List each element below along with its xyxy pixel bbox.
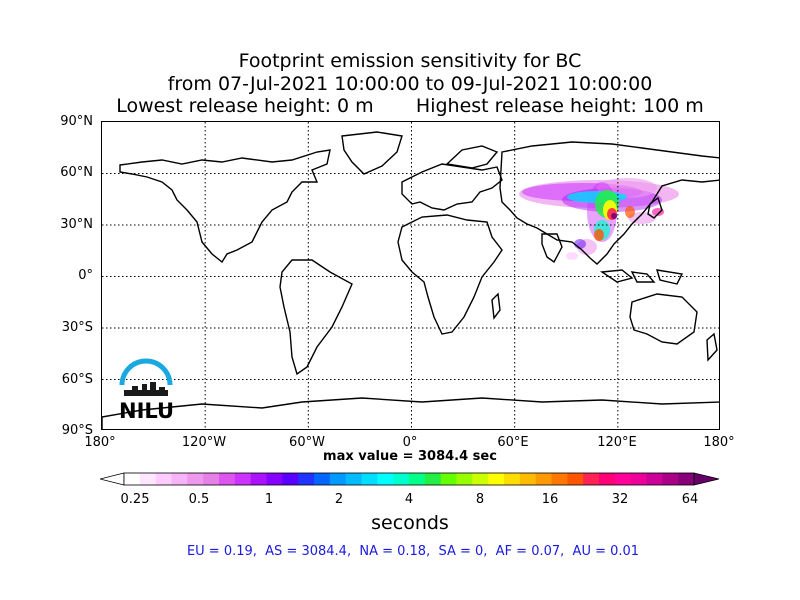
- coastlines: [102, 131, 719, 429]
- colorbar-cell: [567, 473, 584, 485]
- title-line-1: Footprint emission sensitivity for BC: [238, 50, 582, 72]
- colorbar-cell: [614, 473, 632, 485]
- nilu-logo-text: NILU: [119, 399, 175, 423]
- lon-label-60e: 60°E: [497, 435, 529, 450]
- lon-label-120w: 120°W: [181, 435, 227, 450]
- colorbar-cell: [393, 473, 410, 485]
- colorbar-cell: [139, 473, 157, 485]
- colorbar-cell: [124, 473, 141, 485]
- colorbar-tick: 16: [541, 492, 559, 507]
- colorbar-cell: [187, 473, 204, 485]
- colorbar-tick: 2: [334, 492, 344, 507]
- lon-label-60w: 60°W: [289, 435, 325, 450]
- lon-label-180e: 180°: [703, 435, 735, 450]
- colorbar-cell: [472, 473, 489, 485]
- colorbar-cell: [504, 473, 521, 485]
- colorbar-extend-low: [100, 472, 125, 486]
- colorbar-tick: 0.5: [188, 492, 210, 507]
- colorbar-tick: 64: [681, 492, 699, 507]
- lat-label-90s: 90°S: [61, 423, 93, 438]
- lat-label-90n: 90°N: [60, 114, 93, 129]
- colorbar-border: [123, 472, 695, 486]
- colorbar-cell: [155, 473, 172, 485]
- colorbar-cell: [234, 473, 252, 485]
- colorbar-cell: [535, 473, 552, 485]
- lat-label-60s: 60°S: [61, 372, 93, 387]
- colorbar-cell: [329, 473, 347, 485]
- colorbar-units: seconds: [371, 512, 449, 534]
- title-line-3: Lowest release height: 0 m Highest relea…: [116, 95, 704, 117]
- emission-plume: [519, 178, 679, 260]
- lon-label-120e: 120°E: [597, 435, 637, 450]
- colorbar-cell: [250, 473, 267, 485]
- colorbar-tick: 8: [475, 492, 485, 507]
- lat-label-30s: 30°S: [61, 320, 93, 335]
- colorbar-cell: [314, 473, 331, 485]
- colorbar-cell: [424, 473, 442, 485]
- colorbar-cell: [583, 473, 600, 485]
- colorbar-cell: [219, 473, 236, 485]
- colorbar-cell: [409, 473, 426, 485]
- colorbar-tick: 32: [611, 492, 629, 507]
- colorbar-extend-high: [693, 472, 720, 486]
- colorbar-tick: 1: [264, 492, 274, 507]
- colorbar-cell: [599, 473, 616, 485]
- lon-label-180w: 180°: [84, 435, 116, 450]
- colorbar-cell: [662, 473, 679, 485]
- lon-label-0: 0°: [402, 435, 418, 450]
- colorbar-cell: [519, 473, 537, 485]
- colorbar-cell: [361, 473, 378, 485]
- colorbar-cell: [646, 473, 663, 485]
- colorbar-cell: [298, 473, 315, 485]
- graticule: [102, 122, 719, 429]
- colorbar: [100, 472, 720, 486]
- colorbar-cell: [456, 473, 473, 485]
- region-summary: EU = 0.19, AS = 3084.4, NA = 0.18, SA = …: [186, 544, 640, 559]
- world-map: [102, 122, 719, 429]
- colorbar-cell: [377, 473, 394, 485]
- colorbar-cell: [551, 473, 568, 485]
- max-value-label: max value = 3084.4 sec: [323, 449, 497, 464]
- colorbar-cell: [171, 473, 188, 485]
- colorbar-cell: [266, 473, 283, 485]
- nilu-logo-icon: [119, 358, 173, 396]
- colorbar-tick: 0.25: [120, 492, 150, 507]
- map-panel: [101, 121, 720, 430]
- colorbar-cell: [203, 473, 220, 485]
- colorbar-tick: 4: [404, 492, 414, 507]
- title-line-2: from 07-Jul-2021 10:00:00 to 09-Jul-2021…: [167, 73, 653, 95]
- colorbar-cell: [630, 473, 647, 485]
- colorbar-cell: [488, 473, 505, 485]
- colorbar-cell: [440, 473, 457, 485]
- lat-label-60n: 60°N: [60, 165, 93, 180]
- lat-label-30n: 30°N: [60, 217, 93, 232]
- lat-label-0: 0°: [78, 268, 93, 283]
- colorbar-cell: [345, 473, 362, 485]
- colorbar-cell: [678, 473, 695, 485]
- colorbar-cell: [282, 473, 299, 485]
